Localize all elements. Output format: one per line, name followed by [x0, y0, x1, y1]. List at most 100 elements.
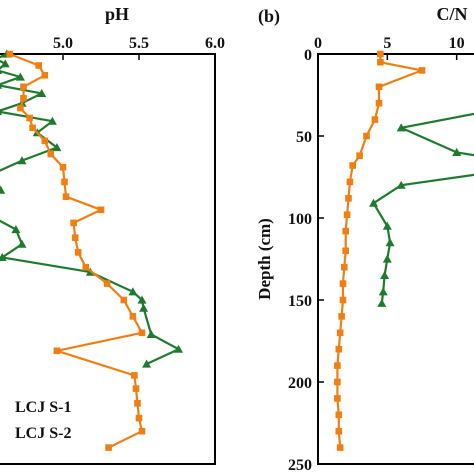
data-point-square: [335, 411, 343, 419]
data-point-square: [74, 249, 82, 256]
data-point-triangle: [47, 116, 57, 125]
data-point-square: [62, 193, 70, 200]
series-line-1: [372, 112, 474, 304]
data-point-triangle: [128, 287, 138, 296]
data-point-square: [363, 132, 370, 140]
data-point-triangle: [146, 329, 156, 338]
data-point-square: [71, 234, 79, 241]
y-tick-label: 100: [288, 211, 312, 228]
plot-frame: [0, 53, 216, 465]
data-point-triangle: [452, 147, 462, 156]
data-point-square: [103, 280, 111, 287]
data-point-square: [334, 395, 341, 402]
data-point-square: [120, 296, 128, 304]
data-point-square: [336, 329, 344, 337]
data-point-triangle: [396, 123, 406, 132]
plot-area: [334, 50, 474, 451]
data-point-triangle: [378, 287, 388, 296]
y-tick-label: 200: [288, 375, 312, 392]
data-point-triangle: [396, 180, 406, 189]
plot-area: [0, 49, 183, 451]
data-point-square: [134, 400, 141, 407]
x-tick-label: 0: [314, 35, 322, 52]
data-point-square: [341, 263, 348, 271]
data-point-triangle: [11, 225, 21, 234]
data-point-triangle: [174, 344, 183, 353]
data-point-triangle: [0, 111, 3, 115]
data-point-triangle: [0, 59, 10, 68]
data-point-square: [346, 178, 354, 186]
data-point-square: [339, 296, 347, 304]
data-point-triangle: [17, 239, 27, 248]
data-point-square: [334, 378, 341, 386]
ph-panel: pH4.55.05.56.0: [0, 4, 225, 465]
data-point-square: [132, 385, 140, 392]
data-point-square: [335, 345, 343, 353]
data-point-square: [82, 263, 90, 271]
data-point-square: [138, 329, 146, 337]
data-point-square: [41, 72, 49, 79]
x-tick-label: 5: [383, 35, 391, 52]
data-point-square: [6, 50, 14, 58]
data-point-square: [47, 150, 55, 158]
data-point-square: [53, 347, 61, 355]
data-point-square: [129, 313, 137, 320]
panel-title: pH: [105, 4, 129, 24]
data-point-square: [338, 313, 345, 320]
y-tick-label: 250: [288, 457, 312, 474]
data-point-triangle: [369, 198, 378, 207]
data-point-square: [20, 95, 27, 102]
data-point-square: [356, 152, 363, 159]
data-point-triangle: [37, 88, 47, 97]
data-point-square: [336, 444, 344, 451]
x-tick-label: 5.5: [129, 35, 149, 52]
panel-label: (b): [258, 6, 280, 27]
data-point-triangle: [137, 295, 147, 304]
data-point-square: [342, 247, 349, 255]
data-point-triangle: [0, 70, 3, 74]
data-point-square: [29, 124, 36, 132]
data-point-square: [17, 104, 24, 112]
data-point-square: [371, 116, 379, 123]
y-axis-label: Depth (cm): [255, 218, 274, 300]
data-point-triangle: [0, 185, 6, 194]
data-point-triangle: [0, 61, 1, 63]
data-point-triangle: [17, 156, 27, 165]
series-line-1: [0, 52, 180, 365]
data-point-square: [35, 62, 42, 69]
data-point-square: [377, 58, 384, 66]
data-point-square: [375, 99, 383, 107]
data-point-square: [334, 362, 341, 369]
legend-label-s1: LCJ S-1: [15, 399, 71, 416]
data-point-triangle: [142, 359, 152, 368]
data-point-triangle: [385, 238, 395, 247]
data-point-triangle: [15, 72, 25, 81]
data-point-square: [349, 162, 356, 169]
data-point-square: [131, 372, 138, 379]
data-point-triangle: [377, 298, 387, 307]
data-point-square: [61, 178, 68, 186]
y-tick-label: 50: [296, 129, 312, 146]
data-point-square: [135, 414, 143, 422]
data-point-square: [377, 50, 384, 58]
data-point-square: [343, 211, 351, 218]
data-point-square: [70, 219, 77, 227]
data-point-square: [20, 83, 27, 91]
data-point-triangle: [380, 270, 390, 279]
data-point-square: [41, 137, 49, 145]
legend-label-s2: LCJ S-2: [15, 425, 71, 442]
data-point-square: [26, 114, 33, 122]
data-point-triangle: [0, 252, 7, 261]
data-point-square: [342, 227, 349, 235]
plot-frame: [317, 53, 474, 465]
data-point-triangle: [382, 254, 392, 263]
data-point-square: [138, 427, 146, 435]
data-point-square: [375, 83, 383, 91]
data-point-square: [339, 280, 347, 287]
data-point-square: [105, 444, 112, 451]
data-point-triangle: [139, 303, 149, 312]
data-point-triangle: [0, 85, 3, 89]
y-tick-label: 0: [304, 47, 312, 64]
